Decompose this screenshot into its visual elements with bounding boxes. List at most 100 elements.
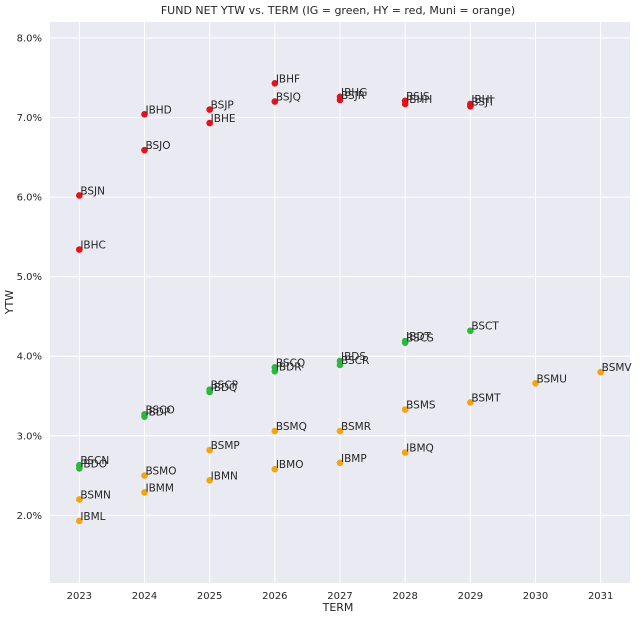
point-muni-ibmp xyxy=(336,459,344,467)
y-tick-label: 7.0% xyxy=(17,113,42,124)
point-hy-bsjq xyxy=(271,98,279,105)
point-label-ibdp: IBDP xyxy=(145,407,170,419)
point-label-ibmq: IBMQ xyxy=(406,442,434,454)
y-axis-ticks: 2.0% 3.0% 4.0% 5.0% 6.0% 7.0% 8.0% xyxy=(17,33,42,521)
x-tick-label: 2023 xyxy=(67,591,92,602)
point-label-ibdr: IBDR xyxy=(276,361,302,373)
point-hy-ibhe xyxy=(206,119,213,127)
point-muni-bsmt xyxy=(467,399,474,406)
point-muni-bsmr xyxy=(336,427,344,435)
point-muni-ibml xyxy=(76,517,83,525)
point-muni-bsmp xyxy=(206,446,213,454)
point-label-ibhf: IBHF xyxy=(276,73,300,85)
point-label-bsmp: BSMP xyxy=(211,440,240,452)
point-label-bscs: BSCS xyxy=(406,333,434,345)
point-label-ibmo: IBMO xyxy=(276,459,304,471)
x-tick-label: 2024 xyxy=(132,591,157,602)
y-tick-label: 6.0% xyxy=(17,193,42,204)
point-label-bsmt: BSMT xyxy=(471,392,501,404)
point-label-bsjn: BSJN xyxy=(80,185,105,197)
point-label-bsjp: BSJP xyxy=(211,100,234,112)
point-ig-ibdr xyxy=(271,368,279,375)
point-label-bsmv: BSMV xyxy=(602,362,633,374)
point-label-bscq: BSCQ xyxy=(276,357,305,369)
point-muni-bsmu xyxy=(532,379,539,387)
point-label-ibds: IBDS xyxy=(341,351,366,363)
point-hy-bsjp xyxy=(206,106,213,113)
point-label-bscr: BSCR xyxy=(341,355,369,367)
point-label-ibmn: IBMN xyxy=(211,470,238,482)
point-label-ibhi: IBHI xyxy=(471,94,492,106)
point-hy-bsjn xyxy=(76,192,83,199)
point-label-ibhe: IBHE xyxy=(211,113,236,125)
point-label-bsjt: BSJT xyxy=(471,96,495,108)
x-tick-label: 2026 xyxy=(262,591,287,602)
chart-title: FUND NET YTW vs. TERM (IG = green, HY = … xyxy=(161,4,515,17)
point-muni-bsmq xyxy=(271,427,279,435)
point-hy-bsjr xyxy=(336,96,344,104)
point-ig-ibdo xyxy=(76,465,83,472)
point-hy-ibhc xyxy=(76,246,83,253)
point-label-bsjq: BSJQ xyxy=(276,92,301,104)
point-hy-bsjo xyxy=(141,146,148,154)
point-muni-bsmv xyxy=(597,368,604,376)
point-ig-bsct xyxy=(467,327,474,335)
point-hy-ibhd xyxy=(141,111,148,118)
point-hy-ibhh xyxy=(401,100,409,108)
data-points xyxy=(76,79,604,525)
point-hy-bsjt xyxy=(467,103,474,110)
y-axis-label: YTW xyxy=(3,290,16,315)
point-muni-ibmq xyxy=(401,449,409,456)
x-tick-label: 2030 xyxy=(523,591,548,602)
point-muni-bsmn xyxy=(76,496,83,503)
point-label-ibdt: IBDT xyxy=(406,331,431,343)
point-label-ibhh: IBHH xyxy=(406,94,432,106)
point-ig-bscr xyxy=(336,361,344,369)
point-label-bsjs: BSJS xyxy=(406,91,430,103)
point-label-bsjr: BSJR xyxy=(341,90,365,102)
point-muni-bsmo xyxy=(141,472,148,479)
point-label-bsmo: BSMO xyxy=(145,466,176,478)
point-label-ibmp: IBMP xyxy=(341,453,367,465)
point-muni-ibmm xyxy=(141,488,148,496)
x-tick-label: 2025 xyxy=(197,591,222,602)
point-label-ibhg: IBHG xyxy=(341,87,367,99)
x-axis-ticks: 2023 2024 2025 2026 2027 2028 2029 2030 2031 xyxy=(67,591,614,602)
point-label-bsco: BSCO xyxy=(145,404,174,416)
point-label-ibdo: IBDO xyxy=(80,458,107,470)
point-muni-bsms xyxy=(401,406,409,413)
x-tick-label: 2029 xyxy=(458,591,483,602)
point-label-ibml: IBML xyxy=(80,511,105,523)
x-axis-label: TERM xyxy=(322,601,354,614)
point-label-ibmm: IBMM xyxy=(145,482,173,494)
point-label-ibhd: IBHD xyxy=(145,104,171,116)
point-label-bsct: BSCT xyxy=(471,321,499,333)
grid-lines xyxy=(50,22,630,583)
point-label-bsms: BSMS xyxy=(406,400,436,412)
point-label-bscp: BSCP xyxy=(211,380,238,392)
point-muni-ibmo xyxy=(271,465,279,473)
x-tick-label: 2031 xyxy=(588,591,613,602)
y-tick-label: 4.0% xyxy=(17,352,42,363)
y-tick-label: 5.0% xyxy=(17,272,42,283)
point-ig-ibdp xyxy=(141,413,148,420)
point-label-bsmu: BSMU xyxy=(537,373,567,385)
point-muni-ibmn xyxy=(206,477,213,484)
point-label-bsmr: BSMR xyxy=(341,421,371,433)
y-tick-label: 3.0% xyxy=(17,431,42,442)
point-label-bscn: BSCN xyxy=(80,455,109,467)
point-label-bsjo: BSJO xyxy=(145,140,170,152)
point-ig-bscs xyxy=(401,339,409,346)
point-hy-ibhf xyxy=(271,79,279,87)
point-label-ibdq: IBDQ xyxy=(211,382,238,394)
point-label-ibhc: IBHC xyxy=(80,240,106,252)
y-tick-label: 2.0% xyxy=(17,511,42,522)
x-tick-label: 2027 xyxy=(327,591,352,602)
y-tick-label: 8.0% xyxy=(17,33,42,44)
x-tick-label: 2028 xyxy=(392,591,417,602)
point-label-bsmq: BSMQ xyxy=(276,421,307,433)
point-ig-ibdq xyxy=(206,388,213,396)
